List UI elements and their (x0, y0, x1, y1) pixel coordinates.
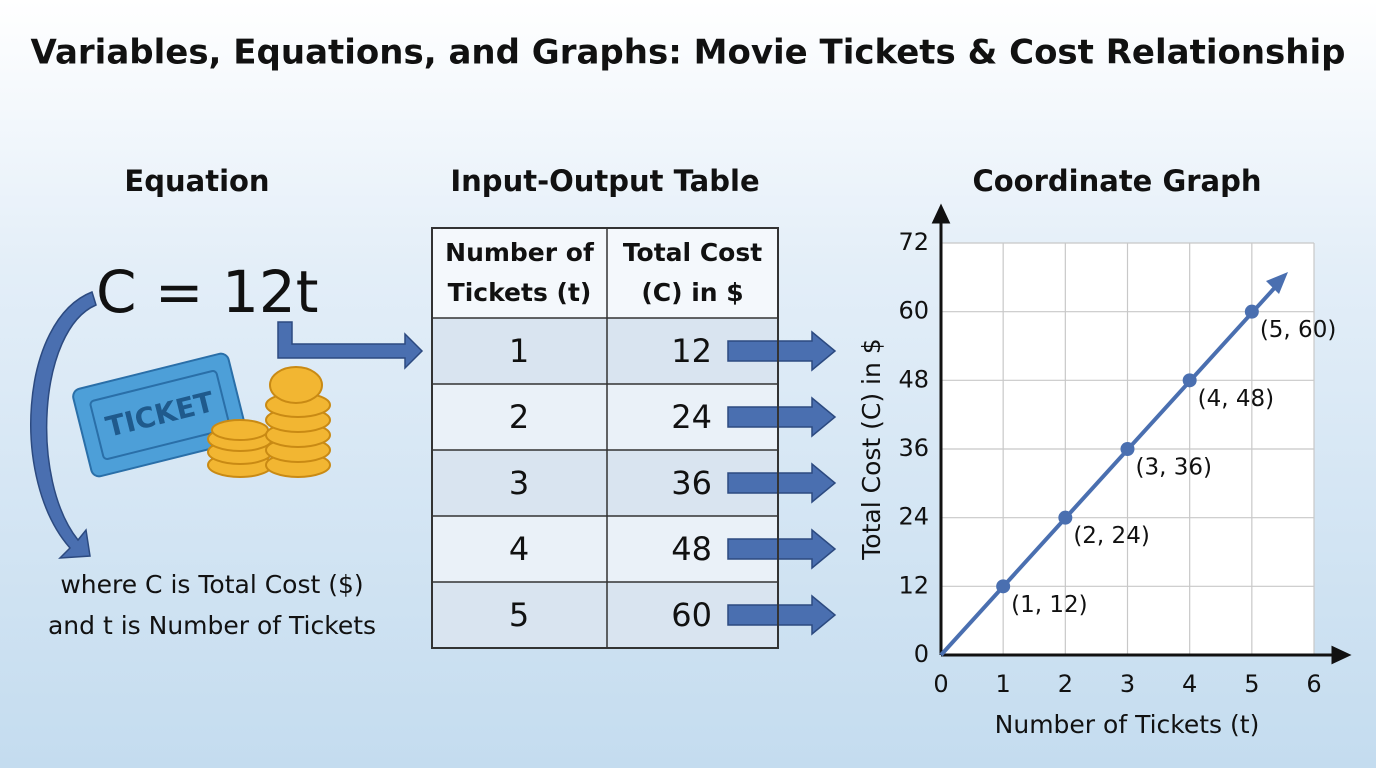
x-axis (941, 645, 1352, 665)
table-cell: 1 (509, 332, 529, 370)
row-arrow (727, 528, 837, 570)
trend-line (939, 281, 1281, 657)
equation-note: where C is Total Cost ($) (60, 570, 363, 599)
equation-note: and t is Number of Tickets (48, 611, 376, 640)
data-point (996, 579, 1011, 594)
point-label: (1, 12) (1011, 592, 1087, 618)
table-row-bg (432, 582, 778, 648)
graph-heading: Coordinate Graph (972, 164, 1261, 198)
equation-heading: Equation (124, 164, 269, 198)
point-label: (3, 36) (1136, 455, 1212, 481)
column-header: Number of (445, 238, 595, 267)
y-axis-title: Total Cost (C) in $ (857, 338, 886, 560)
table-row-bg (432, 318, 778, 384)
row-arrow (727, 594, 837, 636)
point-label: (4, 48) (1198, 386, 1274, 412)
x-tick-label: 6 (1306, 670, 1321, 698)
x-tick-label: 4 (1182, 670, 1197, 698)
x-tick-label: 3 (1120, 670, 1135, 698)
y-tick-label: 0 (914, 640, 929, 668)
x-tick-label: 5 (1244, 670, 1259, 698)
data-point (1058, 510, 1073, 525)
table-header-bg (432, 228, 778, 318)
table-row-bg (432, 384, 778, 450)
row-arrow (727, 330, 837, 372)
coins-icon (207, 366, 331, 478)
data-point (1244, 304, 1259, 319)
equation-formula: C = 12t (96, 258, 319, 326)
table-cell: 36 (671, 464, 712, 502)
y-tick-label: 36 (898, 434, 929, 462)
x-tick-label: 2 (1058, 670, 1073, 698)
column-header: (C) in $ (641, 278, 743, 307)
point-label: (2, 24) (1073, 523, 1149, 549)
y-tick-label: 60 (898, 297, 929, 325)
x-tick-label: 0 (933, 670, 948, 698)
table-cell: 5 (509, 596, 529, 634)
table-row-bg (432, 516, 778, 582)
table-cell: 60 (671, 596, 712, 634)
ticket-icon: TICKET (72, 352, 248, 478)
page-title: Variables, Equations, and Graphs: Movie … (31, 33, 1346, 73)
y-axis (931, 203, 951, 655)
table-border (431, 227, 779, 649)
row-arrow (727, 396, 837, 438)
table-row-bg (432, 450, 778, 516)
column-header: Tickets (t) (448, 278, 592, 307)
y-tick-label: 12 (898, 571, 929, 599)
table-cell: 3 (509, 464, 529, 502)
data-point (1120, 442, 1135, 456)
point-label: (5, 60) (1260, 317, 1336, 343)
table-cell: 12 (671, 332, 712, 370)
column-header: Total Cost (623, 238, 762, 267)
table-cell: 2 (509, 398, 529, 436)
curved-arrow (30, 291, 97, 559)
trend-arrowhead (1266, 272, 1288, 294)
bent-arrow (277, 321, 424, 370)
y-tick-label: 24 (898, 503, 929, 531)
table-cell: 48 (671, 530, 712, 568)
row-arrow (727, 462, 837, 504)
x-axis-title: Number of Tickets (t) (995, 710, 1260, 739)
x-tick-label: 1 (996, 670, 1011, 698)
table-heading: Input-Output Table (450, 164, 759, 198)
table-cell: 4 (509, 530, 529, 568)
y-tick-label: 48 (898, 365, 929, 393)
y-tick-label: 72 (898, 228, 929, 256)
table-cell: 24 (671, 398, 712, 436)
data-point (1182, 373, 1197, 388)
io-table: Number of Tickets (t) Total Cost (C) in $ 1 1… (431, 227, 837, 649)
